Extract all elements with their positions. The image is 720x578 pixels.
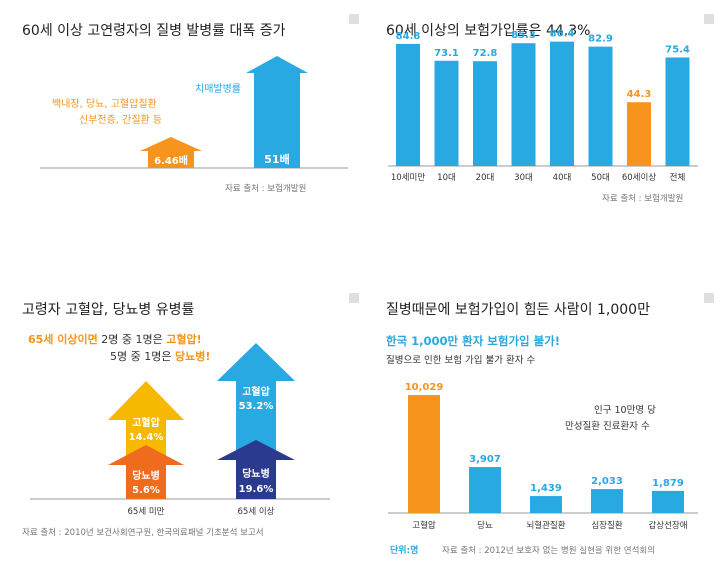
panel4-bar-label: 3,907 bbox=[469, 454, 501, 465]
panel4-subtitle2: 질병으로 인한 보험 가입 불가 환자 수 bbox=[386, 355, 536, 366]
panel-insurance-rate: 60세 이상의 보험가입률은 44.3% 84.8 10세미만 73.1 10대 72.… bbox=[360, 0, 720, 270]
panel3-source: 자료 출처 : 2010년 보건사회연구원, 한국의료패널 기초분석 보고서 bbox=[22, 528, 264, 538]
panel4-bar bbox=[408, 395, 440, 513]
panel3-bar-over65-diabetes bbox=[217, 440, 295, 499]
panel3-over65-hypertension-name: 고혈압 bbox=[242, 385, 270, 398]
panel3-under65-hypertension-value: 14.4% bbox=[129, 432, 164, 443]
panel2-bar bbox=[588, 46, 613, 166]
panel3-over65-hypertension-value: 53.2% bbox=[239, 401, 274, 412]
panel3-over65-diabetes-name: 당뇨병 bbox=[242, 467, 270, 480]
panel3-bar-under65-diabetes bbox=[108, 445, 184, 499]
panel3-line1-b: 2명 중 1명은 bbox=[97, 333, 167, 346]
panel4-bar-label: 1,879 bbox=[652, 478, 684, 489]
panel2-bar bbox=[665, 57, 690, 166]
panel1-annotation-blue: 치매발병률 bbox=[195, 84, 241, 95]
panel2-bar-label: 82.9 bbox=[588, 34, 613, 45]
panel2-title: 60세 이상의 보험가입률은 44.3% bbox=[386, 23, 591, 39]
panel3-line1-a: 65세 이상이면 bbox=[28, 333, 98, 346]
panel2-category-label: 40대 bbox=[553, 173, 572, 183]
panel4-subtitle: 한국 1,000만 환자 보험가입 불가! bbox=[386, 334, 561, 348]
panel4-chart: 10,029 고혈압 3,907 당뇨 1,439 뇌혈관질환 2,033 심장질환 1,879… bbox=[388, 382, 698, 531]
panel4-bar bbox=[652, 490, 684, 513]
panel2-category-label: 50대 bbox=[591, 173, 610, 183]
panel4-category-label: 뇌혈관질환 bbox=[526, 520, 565, 531]
panel2-category-label: 20대 bbox=[476, 173, 495, 183]
panel4-bar-label: 2,033 bbox=[591, 476, 623, 487]
panel4-bar bbox=[530, 496, 562, 513]
panel1-bar-dementia bbox=[246, 56, 308, 168]
panel4-category-label: 당뇨 bbox=[477, 520, 493, 531]
panel2-bar bbox=[627, 102, 651, 166]
panel4-note-1: 인구 10만명 당 bbox=[594, 405, 656, 416]
panel4-category-label: 고혈압 bbox=[412, 520, 436, 531]
panel2-category-label: 10세미만 bbox=[391, 173, 425, 183]
panel2-bar-label: 85.3 bbox=[511, 30, 536, 41]
panel2-bar-label: 44.3 bbox=[627, 89, 652, 100]
panel2-bar-label: 72.8 bbox=[473, 48, 498, 59]
panel3-line1: 65세 이상이면 2명 중 1명은 고혈압! bbox=[28, 331, 202, 347]
panel-patients: 질병때문에 보험가입이 힘든 사람이 1,000만 한국 1,000만 환자 보… bbox=[360, 285, 720, 578]
panel2-bar-label: 86.4 bbox=[550, 29, 575, 40]
panel2-corner bbox=[704, 14, 714, 24]
panel2-bar bbox=[396, 43, 420, 166]
panel4-title: 질병때문에 보험가입이 힘든 사람이 1,000만 bbox=[386, 302, 650, 318]
panel3-under65-hypertension-name: 고혈압 bbox=[132, 416, 160, 429]
panel3-line1-c: 고혈압! bbox=[166, 333, 202, 346]
panel1-source: 자료 출처 : 보험개발원 bbox=[225, 184, 307, 194]
panel4-corner bbox=[704, 293, 714, 303]
panel4-bar-label: 10,029 bbox=[405, 382, 444, 393]
panel1-bar-disease-label: 6.46배 bbox=[154, 154, 188, 167]
panel3-chart: 고혈압 14.4% 당뇨병 5.6% 고혈압 53.2% 당뇨병 19.6% 6… bbox=[30, 343, 330, 517]
panel2-category-label: 60세이상 bbox=[622, 172, 656, 183]
panel3-title: 고령자 고혈압, 당뇨병 유병률 bbox=[22, 302, 195, 318]
panel3-under65-diabetes-name: 당뇨병 bbox=[132, 469, 160, 482]
panel4-category-label: 심장질환 bbox=[591, 520, 622, 531]
panel4-source: 자료 출처 : 2012년 보호자 없는 병원 실현을 위한 연석회의 bbox=[442, 546, 656, 556]
panel-disease-onset: 60세 이상 고연령자의 질병 발병률 대폭 증가 6.46배 51배 백내장,… bbox=[0, 0, 360, 270]
panel2-chart: 84.8 10세미만 73.1 10대 72.8 20대 85.3 30대 86.4 40대 82.… bbox=[388, 29, 698, 183]
panel2-bar bbox=[434, 60, 459, 166]
panel2-bar-label: 84.8 bbox=[396, 31, 421, 42]
panel2-bar-label: 73.1 bbox=[434, 48, 459, 59]
panel1-annotation-orange-1: 백내장, 당뇨, 고혈압질환 bbox=[52, 99, 157, 110]
panel1-annotation-orange-2: 신부전증, 간질환 등 bbox=[79, 115, 163, 126]
panel4-bar-label: 1,439 bbox=[530, 483, 562, 494]
panel3-category-over65: 65세 이상 bbox=[238, 506, 275, 517]
panel4-category-label: 갑상선장애 bbox=[648, 520, 687, 531]
panel2-category-label: 전체 bbox=[670, 172, 686, 183]
panel3-line2: 5명 중 1명은 당뇨병! bbox=[110, 348, 210, 364]
panel2-bar bbox=[511, 43, 536, 167]
panel4-note-2: 만성질환 진료환자 수 bbox=[565, 421, 650, 432]
panel4-bar bbox=[469, 467, 501, 513]
panel3-bar-over65-hypertension bbox=[217, 343, 295, 467]
panel3-corner bbox=[349, 293, 359, 303]
panel4-unit: 단위:명 bbox=[390, 546, 419, 556]
panel3-category-under65: 65세 미만 bbox=[128, 507, 165, 517]
panel3-over65-diabetes-value: 19.6% bbox=[239, 484, 274, 495]
panel2-source: 자료 출처 : 보험개발원 bbox=[602, 194, 684, 204]
panel-prevalence: 고령자 고혈압, 당뇨병 유병률 65세 이상이면 2명 중 1명은 고혈압! … bbox=[0, 285, 360, 578]
panel1-title: 60세 이상 고연령자의 질병 발병률 대폭 증가 bbox=[22, 23, 286, 39]
panel1-bar-dementia-label: 51배 bbox=[264, 152, 289, 166]
panel2-bar bbox=[473, 61, 497, 166]
panel3-line2-b: 당뇨병! bbox=[174, 350, 211, 363]
panel1-chart: 6.46배 51배 bbox=[40, 56, 348, 169]
panel3-line2-a: 5명 중 1명은 bbox=[110, 350, 175, 363]
panel4-bar bbox=[591, 489, 623, 513]
panel3-under65-diabetes-value: 5.6% bbox=[132, 485, 160, 496]
panel2-category-label: 30대 bbox=[514, 173, 533, 183]
panel2-category-label: 10대 bbox=[437, 173, 456, 183]
panel2-bar-label: 75.4 bbox=[665, 44, 690, 55]
panel1-corner bbox=[349, 14, 359, 24]
panel2-bar bbox=[550, 41, 574, 166]
panel1-bar-disease bbox=[140, 137, 202, 168]
